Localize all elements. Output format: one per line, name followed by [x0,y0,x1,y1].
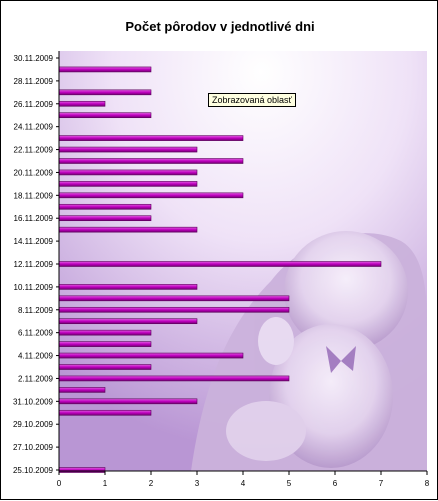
x-tick-label: 7 [379,479,384,488]
bar [58,364,152,370]
y-tick-label: 24.11.2009 [14,123,54,132]
x-tick-label: 4 [241,479,246,488]
bar [58,375,290,382]
chart-title: Počet pôrodov v jednotlivé dni [125,19,315,34]
butterfly-icon [326,346,356,373]
bar [58,226,198,233]
bar [58,192,244,199]
y-tick-label: 16.11.2009 [14,214,54,223]
y-tick-label: 22.11.2009 [14,146,54,155]
bar [58,203,152,210]
y-tick-label: 6.11.2009 [18,329,54,338]
bar [58,89,152,96]
bar [58,215,152,222]
y-tick-label: 26.11.2009 [14,100,54,109]
bar [58,158,244,164]
bar [58,146,198,153]
bar [58,409,152,416]
x-axis-ticks: 0 1 2 3 4 5 6 7 8 [57,471,430,488]
bar [58,352,244,359]
y-tick-label: 2.11.2009 [18,374,54,383]
y-tick-label: 27.10.2009 [13,443,54,452]
bar [58,387,106,393]
bar [58,112,152,119]
bar [58,398,198,405]
bar [58,100,106,107]
x-tick-label: 3 [195,479,200,488]
y-tick-label: 25.10.2009 [13,466,54,475]
x-tick-label: 6 [333,479,338,488]
x-tick-label: 8 [425,479,430,488]
y-tick-label: 4.11.2009 [18,352,54,361]
bar [58,306,290,313]
bar [58,467,106,473]
y-tick-label: 14.11.2009 [14,237,54,246]
bar [58,66,152,73]
y-tick-label: 12.11.2009 [14,260,54,269]
bar [58,341,152,347]
bar [58,261,382,267]
x-tick-label: 1 [103,479,108,488]
bar [58,181,198,187]
x-tick-label: 5 [287,479,292,488]
y-tick-label: 10.11.2009 [14,283,54,292]
bar [58,318,198,325]
bar [58,135,244,141]
y-tick-label: 20.11.2009 [14,168,54,177]
x-tick-label: 2 [149,479,154,488]
bar [58,329,152,336]
y-tick-label: 28.11.2009 [14,77,54,86]
y-tick-label: 18.11.2009 [14,191,54,200]
bar [58,284,198,290]
y-tick-label: 29.10.2009 [13,420,54,429]
y-tick-label: 31.10.2009 [13,397,54,406]
bar [58,169,198,176]
y-tick-label: 30.11.2009 [14,54,54,63]
x-tick-label: 0 [57,479,62,488]
plot-area-tooltip: Zobrazovaná oblasť [208,93,296,107]
bar [58,295,290,302]
y-tick-label: 8.11.2009 [18,306,54,315]
y-axis-ticks: 30.11.2009 28.11.2009 26.11.2009 24.11.2009… [13,54,59,475]
baby-photo-background [191,231,427,471]
